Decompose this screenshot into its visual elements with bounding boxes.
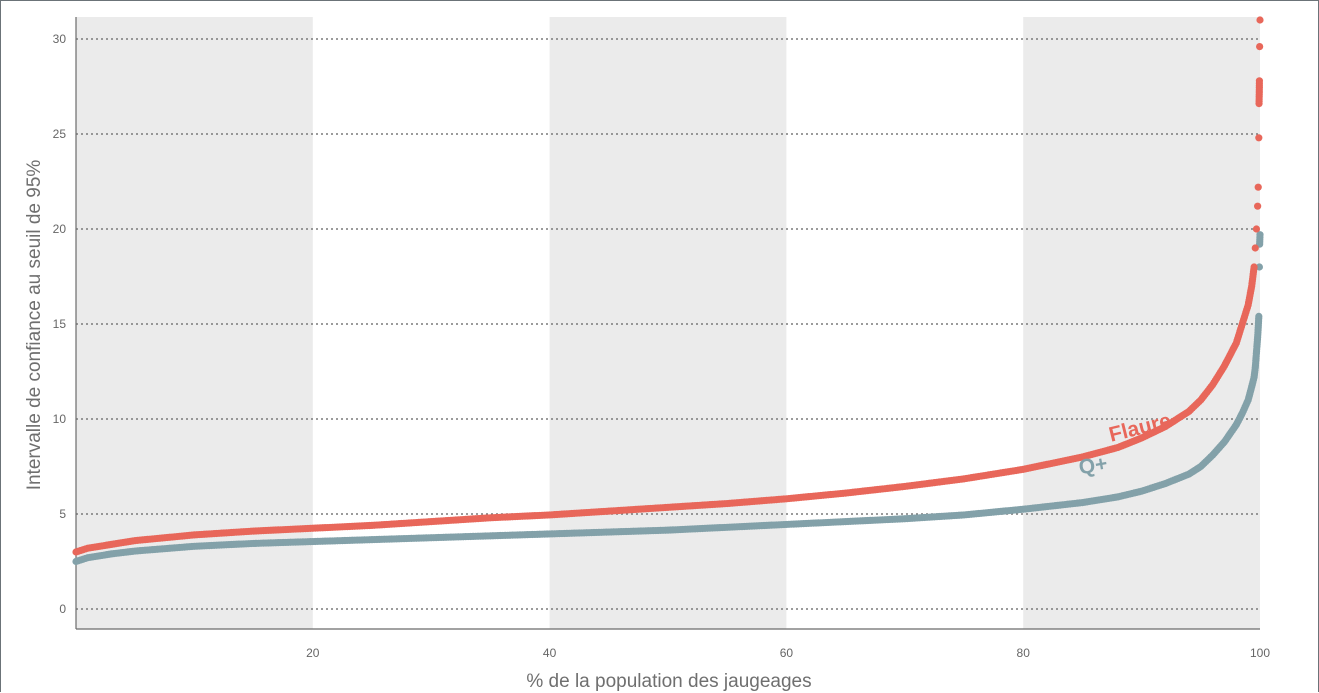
series-q	[72, 231, 1264, 566]
data-point	[1252, 225, 1261, 233]
y-tick-label: 5	[59, 507, 66, 521]
y-tick-label: 25	[53, 127, 67, 141]
data-point	[1251, 244, 1259, 252]
data-point	[1254, 202, 1262, 210]
data-point	[1256, 43, 1264, 51]
gridlines	[76, 38, 1260, 610]
x-tick-label: 100	[1250, 646, 1270, 660]
series-layer	[72, 16, 1264, 566]
data-point	[1254, 183, 1262, 191]
axes	[75, 17, 1260, 630]
x-tick-label: 80	[1017, 646, 1031, 660]
data-point	[1255, 134, 1263, 142]
series-label: Q+	[1077, 452, 1109, 480]
y-tick-label: 0	[59, 602, 66, 616]
shaded-band-1	[549, 17, 787, 629]
data-point	[1256, 16, 1264, 24]
series-flaure	[72, 16, 1264, 556]
data-point	[1256, 231, 1264, 239]
shaded-band-2	[1023, 17, 1260, 629]
data-point	[1255, 312, 1263, 320]
x-tick-label: 60	[780, 646, 794, 660]
data-point	[1255, 77, 1264, 85]
y-tick-label: 30	[53, 32, 67, 46]
data-point	[1255, 263, 1264, 271]
x-tick-label: 40	[543, 646, 557, 660]
y-tick-labels: 0 5 10 15 20 25 30	[53, 32, 67, 616]
x-tick-label: 20	[306, 646, 320, 660]
x-axis-title: % de la population des jaugeages	[526, 671, 811, 692]
shaded-bands	[76, 17, 1260, 629]
y-axis-title: Intervalle de confiance au seuil de 95%	[24, 160, 45, 491]
x-tick-labels: 20 40 60 80 100	[306, 646, 1270, 660]
y-tick-label: 15	[53, 317, 67, 331]
data-point	[1250, 263, 1258, 271]
y-tick-label: 10	[53, 412, 67, 426]
y-tick-label: 20	[53, 222, 67, 236]
